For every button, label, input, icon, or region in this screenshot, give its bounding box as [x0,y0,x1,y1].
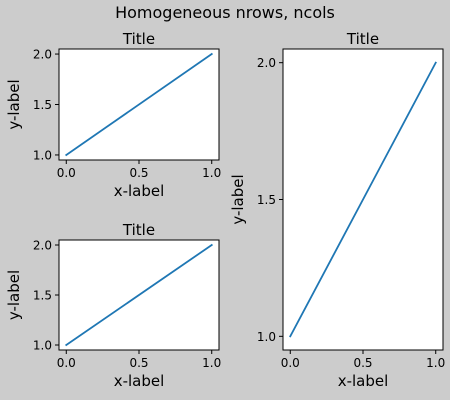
series-line [289,61,437,338]
chart-bottom-left: 0.0 0.5 1.0 1.0 1.5 2.0 Title x-label y-label [5,221,221,390]
y-tick-label: 1.0 [33,339,52,353]
x-tick-label: 1.0 [202,166,221,180]
x-tick-label: 0.0 [57,166,76,180]
y-axis-label: y-label [229,174,247,224]
y-tick-label: 1.0 [33,148,52,162]
x-tick-label: 0.0 [57,356,76,370]
y-tick-label: 1.5 [257,193,276,207]
y-tick-label: 1.5 [33,98,52,112]
x-tick-label: 1.0 [426,356,445,370]
x-axis-label: x-label [114,182,165,200]
figure-suptitle: Homogeneous nrows, ncols [115,3,335,22]
y-axis-label: y-label [5,270,23,320]
y-tick-label: 1.0 [257,330,276,344]
y-tick-label: 1.5 [33,289,52,303]
y-axis-label: y-label [5,79,23,129]
chart-title: Title [346,30,379,48]
x-axis-label: x-label [338,372,389,390]
chart-top-left: 0.0 0.5 1.0 1.0 1.5 2.0 Title x-label y-label [5,30,221,200]
series-line [65,243,213,347]
chart-title: Title [122,221,155,239]
y-tick-label: 2.0 [33,48,52,62]
series-line [65,52,213,157]
chart-right: 0.0 0.5 1.0 1.0 1.5 2.0 Title x-label y-label [229,30,445,390]
y-tick-label: 2.0 [257,56,276,70]
x-axis-label: x-label [114,372,165,390]
x-tick-label: 0.5 [129,166,148,180]
x-tick-label: 0.0 [281,356,300,370]
x-tick-label: 0.5 [353,356,372,370]
y-tick-label: 2.0 [33,239,52,253]
x-tick-label: 1.0 [202,356,221,370]
x-tick-label: 0.5 [129,356,148,370]
chart-title: Title [122,30,155,48]
